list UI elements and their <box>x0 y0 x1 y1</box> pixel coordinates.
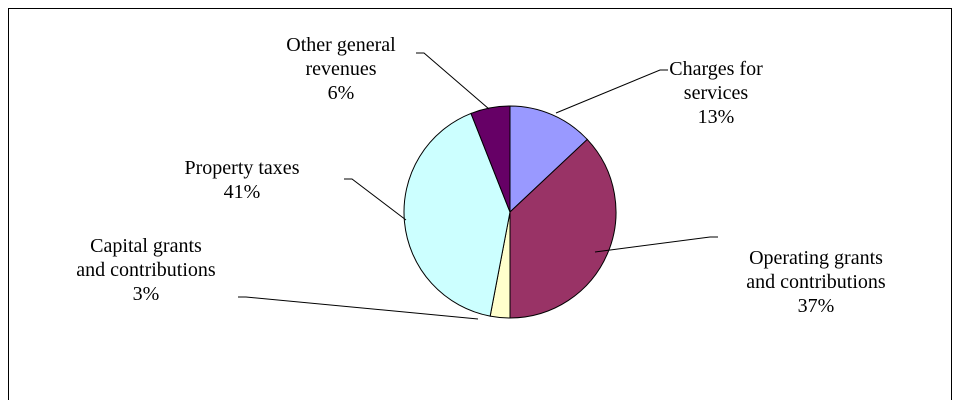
chart-frame <box>8 8 952 400</box>
slice-percent-label: 6% <box>328 82 355 104</box>
slice-name-label: Charges for <box>669 58 763 80</box>
slice-name-label: services <box>684 82 749 104</box>
leader-line <box>344 178 407 221</box>
slice-percent-label: 13% <box>698 106 735 128</box>
leader-lines <box>238 52 718 320</box>
slice-label: Operating grants and contributions 37% <box>746 247 886 317</box>
slice-label: Other general revenues 6% <box>286 34 396 104</box>
leader-line <box>594 236 718 253</box>
slice-name-label: revenues <box>305 58 376 80</box>
pie-slice <box>470 105 511 213</box>
slice-label: Property taxes 41% <box>185 157 300 203</box>
slice-labels: Charges for services 13%Operating grants an… <box>76 34 886 317</box>
slice-label: Capital grants and contributions 3% <box>76 235 216 305</box>
leader-line <box>238 296 479 320</box>
slice-name-label: Other general <box>286 34 396 56</box>
leader-line <box>416 52 490 110</box>
pie-slice <box>403 112 511 317</box>
slice-name-label: and contributions <box>746 271 886 293</box>
leader-line <box>555 69 668 114</box>
slice-name-label: Property taxes <box>185 157 300 179</box>
slice-label: Charges for services 13% <box>669 58 763 128</box>
pie-slice <box>509 138 617 319</box>
pie-slices <box>403 105 617 319</box>
slice-percent-label: 37% <box>798 295 835 317</box>
slice-percent-label: 3% <box>133 283 160 305</box>
pie-slice <box>509 105 588 214</box>
slice-name-label: and contributions <box>76 259 216 281</box>
slice-name-label: Operating grants <box>749 247 883 269</box>
slice-percent-label: 41% <box>224 181 261 203</box>
slice-name-label: Capital grants <box>90 235 202 257</box>
